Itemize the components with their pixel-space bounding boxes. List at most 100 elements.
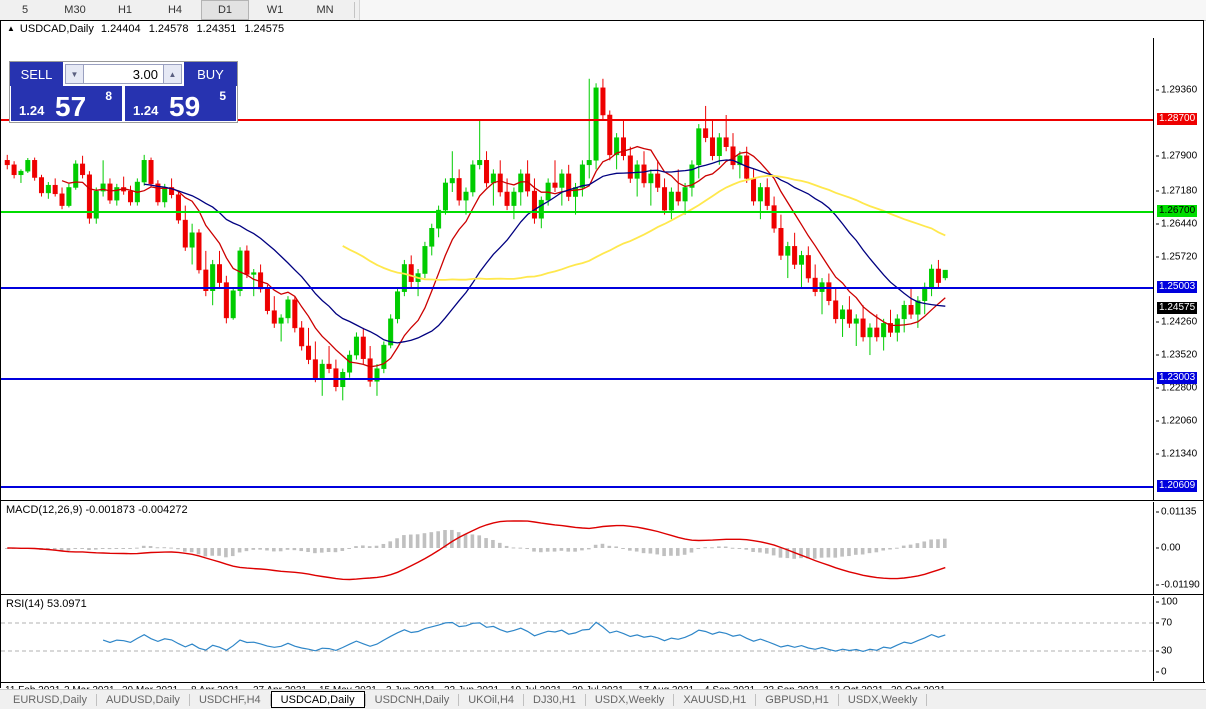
ask-big-figure: 1.24 <box>133 103 159 118</box>
toolbar-empty-area <box>359 0 1206 20</box>
bid-pips: 57 <box>55 91 87 122</box>
macd-pane[interactable]: MACD(12,26,9) -0.001873 -0.004272 0.0113… <box>1 502 1203 595</box>
price-axis-tick: 1.27900 <box>1156 151 1197 162</box>
symbol-tab-audusd-daily[interactable]: AUDUSD,Daily <box>105 693 180 706</box>
price-level-line-1.28700[interactable] <box>1 119 1153 121</box>
symbol-tab-divider <box>95 693 97 706</box>
bid-fraction: 8 <box>105 89 112 103</box>
price-axis-chip: 1.25003 <box>1157 281 1198 293</box>
price-level-line-1.26700[interactable] <box>1 211 1153 213</box>
rsi-axis-tick: 30 <box>1156 646 1172 657</box>
rsi-axis-tick: 100 <box>1156 597 1178 608</box>
price-axis-tick: 1.26440 <box>1156 219 1197 230</box>
chart-symbol-label: USDCAD,Daily <box>19 23 94 35</box>
timeframe-button-m30[interactable]: M30 <box>64 4 86 16</box>
rsi-axis-tick: 0 <box>1156 667 1167 678</box>
price-axis-chip: 1.24575 <box>1157 302 1198 314</box>
symbol-tab-divider <box>458 693 460 706</box>
price-axis-chip: 1.28700 <box>1157 113 1198 125</box>
price-level-line-1.23003[interactable] <box>1 378 1153 380</box>
symbol-tab-divider <box>755 693 757 706</box>
symbol-tab-divider <box>837 693 839 706</box>
symbol-tab-usdx-weekly[interactable]: USDX,Weekly <box>847 693 918 706</box>
ohlc-open: 1.24404 <box>100 23 141 35</box>
macd-axis-tick: -0.01190 <box>1156 580 1200 591</box>
macd-label: MACD(12,26,9) -0.001873 -0.004272 <box>6 504 188 516</box>
top-toolbar: 5 M30 H1 H4 D1 W1 MN <box>0 0 1206 21</box>
timeframe-button-w1[interactable]: W1 <box>266 4 284 16</box>
timeframe-button-h4[interactable]: H4 <box>167 4 183 16</box>
price-axis-tick: 1.29360 <box>1156 85 1197 96</box>
symbol-tab-divider <box>364 693 366 706</box>
ask-fraction: 5 <box>219 89 226 103</box>
toolbar-divider <box>354 2 355 18</box>
macd-axis-tick: 0.01135 <box>1156 507 1196 518</box>
timeframe-button-h1[interactable]: H1 <box>117 4 133 16</box>
candlestick-plot[interactable] <box>1 38 1153 500</box>
timeframe-button-group: 5 M30 H1 H4 D1 W1 MN <box>0 0 350 20</box>
timeframe-button-mn[interactable]: MN <box>316 4 334 16</box>
collapse-triangle-icon[interactable]: ▲ <box>7 24 15 33</box>
volume-decrease-icon[interactable]: ▼ <box>65 64 84 84</box>
price-axis-tick: 1.22060 <box>1156 416 1197 427</box>
price-axis-tick: 1.24260 <box>1156 317 1197 328</box>
price-axis[interactable]: 1.29360 1.27900 1.27180 1.26440 1.25720 1.242… <box>1153 38 1203 500</box>
volume-increase-icon[interactable]: ▲ <box>163 64 182 84</box>
price-level-line-1.20609[interactable] <box>1 486 1153 488</box>
trade-panel-price-row: 1.24 57 8 1.24 59 5 <box>10 86 237 122</box>
rsi-axis-tick: 70 <box>1156 618 1172 629</box>
macd-plot <box>1 502 1153 595</box>
ask-pips: 59 <box>169 91 201 122</box>
chart-window[interactable]: ▲ USDCAD,Daily 1.24404 1.24578 1.24351 1… <box>0 20 1205 699</box>
macd-axis-tick: 0.00 <box>1156 543 1180 554</box>
price-axis-tick: 1.27180 <box>1156 186 1197 197</box>
symbol-tab-gbpusd-h1[interactable]: GBPUSD,H1 <box>765 693 829 706</box>
rsi-pane[interactable]: RSI(14) 53.0971 100 70 30 0 <box>1 596 1203 681</box>
symbol-tab-divider <box>584 693 586 706</box>
price-level-line-1.25003[interactable] <box>1 287 1153 289</box>
symbol-tab-bar[interactable]: EURUSD,Daily AUDUSD,Daily USDCHF,H4 USDCAD,… <box>0 689 1206 709</box>
volume-input[interactable]: 3.00 <box>84 64 163 84</box>
rsi-label: RSI(14) 53.0971 <box>6 598 87 610</box>
symbol-tab-usdchf-h4[interactable]: USDCHF,H4 <box>198 693 261 706</box>
rsi-plot <box>1 596 1153 681</box>
symbol-tab-dj30-h1[interactable]: DJ30,H1 <box>533 693 576 706</box>
bid-price-button[interactable]: 1.24 57 8 <box>11 86 122 122</box>
symbol-tab-xauusd-h1[interactable]: XAUUSD,H1 <box>683 693 747 706</box>
symbol-tab-divider <box>188 693 190 706</box>
ask-price-button[interactable]: 1.24 59 5 <box>125 86 236 122</box>
price-axis-chip: 1.20609 <box>1157 480 1198 492</box>
price-axis-tick: 1.23520 <box>1156 350 1197 361</box>
ohlc-close: 1.24575 <box>244 23 285 35</box>
symbol-tab-divider <box>673 693 675 706</box>
symbol-tab-ukoil-h4[interactable]: UKOil,H4 <box>468 693 515 706</box>
price-pane[interactable]: 1.29360 1.27900 1.27180 1.26440 1.25720 1.242… <box>1 38 1203 500</box>
symbol-tab-usdcnh-daily[interactable]: USDCNH,Daily <box>374 693 450 706</box>
symbol-tab-eurusd-daily[interactable]: EURUSD,Daily <box>13 693 87 706</box>
pane-separator-2 <box>1 594 1203 595</box>
buy-button[interactable]: BUY <box>184 62 237 86</box>
symbol-tab-empty-area <box>927 690 1206 709</box>
timeframe-button-5[interactable]: 5 <box>21 4 29 16</box>
symbol-tab-usdx-weekly[interactable]: USDX,Weekly <box>594 693 665 706</box>
candlestick-svg <box>4 78 948 401</box>
bid-big-figure: 1.24 <box>19 103 45 118</box>
rsi-axis: 100 70 30 0 <box>1153 596 1203 681</box>
macd-axis: 0.01135 0.00 -0.01190 <box>1153 502 1203 595</box>
symbol-tab-divider <box>269 693 271 706</box>
pane-separator-1 <box>1 500 1203 501</box>
chart-ohlc-header: ▲ USDCAD,Daily 1.24404 1.24578 1.24351 1… <box>1 21 1203 37</box>
ohlc-low: 1.24351 <box>196 23 237 35</box>
macd-svg <box>5 520 947 581</box>
trade-panel-top-row: SELL ▼ 3.00 ▲ BUY <box>10 62 237 86</box>
sell-button[interactable]: SELL <box>10 62 63 86</box>
one-click-trade-panel[interactable]: SELL ▼ 3.00 ▲ BUY 1.24 57 8 1.24 59 5 <box>9 61 238 123</box>
chart-ohlc-values: 1.24404 1.24578 1.24351 1.24575 <box>101 23 289 35</box>
volume-stepper[interactable]: ▼ 3.00 ▲ <box>65 64 182 84</box>
price-axis-tick: 1.21340 <box>1156 449 1197 460</box>
ohlc-high: 1.24578 <box>148 23 189 35</box>
price-axis-tick: 1.25720 <box>1156 252 1197 263</box>
timeframe-button-d1[interactable]: D1 <box>201 0 249 20</box>
price-axis-chip: 1.26700 <box>1157 205 1198 217</box>
symbol-tab-usdcad-daily[interactable]: USDCAD,Daily <box>270 691 365 708</box>
